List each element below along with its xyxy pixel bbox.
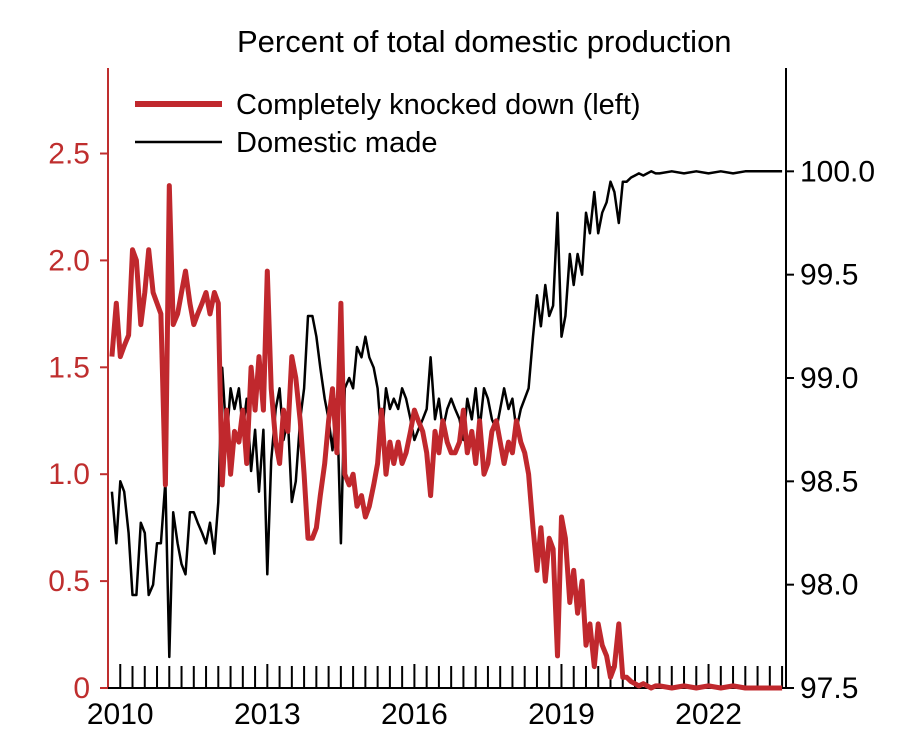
x-tick-label: 2010 <box>87 698 154 731</box>
left-tick-label: 1.5 <box>48 351 90 384</box>
right-tick-label: 98.0 <box>800 569 858 602</box>
left-tick-label: 2.5 <box>48 138 90 171</box>
left-tick-label: 0 <box>73 672 90 705</box>
x-tick-label: 2022 <box>675 698 742 731</box>
left-tick-label: 1.0 <box>48 458 90 491</box>
right-tick-label: 97.5 <box>800 672 858 705</box>
x-tick-label: 2013 <box>234 698 301 731</box>
x-tick-label: 2016 <box>381 698 448 731</box>
chart-title: Percent of total domestic production <box>237 24 732 59</box>
legend: Completely knocked down (left) Domestic … <box>135 89 641 159</box>
ckd-series-line <box>109 183 783 691</box>
x-axis-ticks: 2010 2013 2016 2019 2022 <box>87 664 784 731</box>
right-tick-label: 98.5 <box>800 465 858 498</box>
left-axis-ticks: 0 0.5 1.0 1.5 2.0 2.5 <box>48 138 108 705</box>
series-lines <box>109 170 783 691</box>
legend-ckd-label: Completely knocked down (left) <box>236 89 641 121</box>
right-axis-ticks: 97.5 98.0 98.5 99.0 99.5 100.0 <box>786 155 875 705</box>
legend-domestic-label: Domestic made <box>236 127 437 159</box>
right-tick-label: 100.0 <box>800 155 875 188</box>
x-tick-label: 2019 <box>528 698 595 731</box>
left-tick-label: 2.0 <box>48 244 90 277</box>
domestic-series-line <box>110 170 783 659</box>
left-tick-label: 0.5 <box>48 565 90 598</box>
right-tick-label: 99.0 <box>800 362 858 395</box>
right-tick-label: 99.5 <box>800 259 858 292</box>
